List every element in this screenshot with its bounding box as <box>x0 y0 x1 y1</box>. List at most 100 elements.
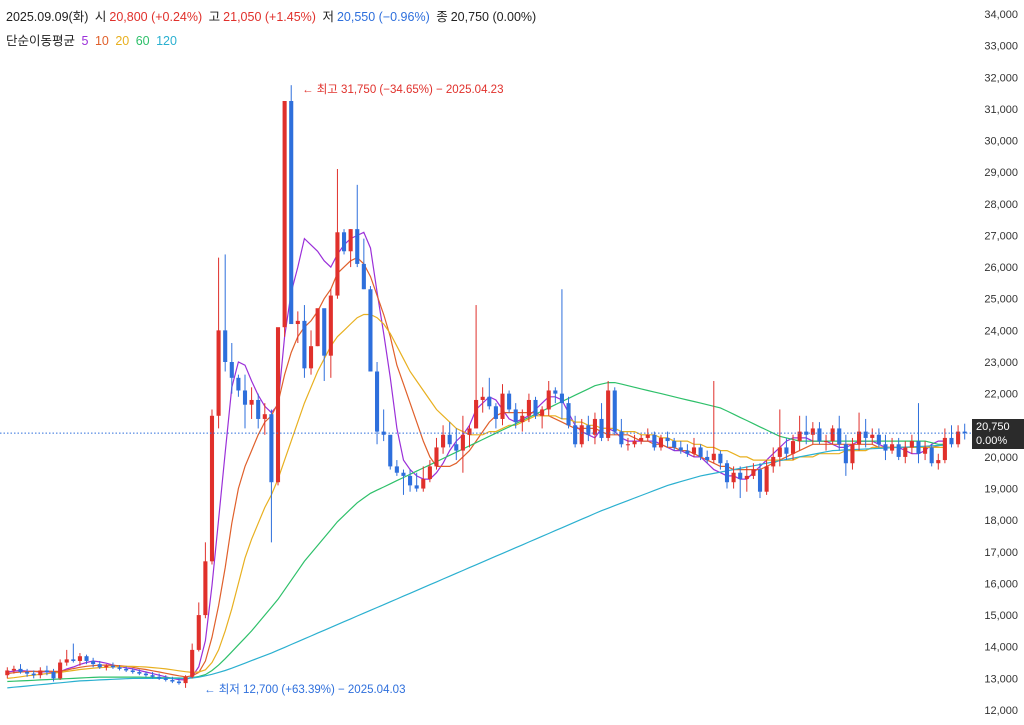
candle-body <box>441 434 446 448</box>
candle-body <box>91 660 96 665</box>
candle-body <box>678 447 683 451</box>
low-label: 저 <box>322 10 334 24</box>
open-value: 20,800 (+0.24%) <box>109 10 203 24</box>
candle <box>302 305 307 378</box>
candle <box>711 380 716 464</box>
high-annotation: ← 최고 31,750 (−34.65%) − 2025.04.23 <box>302 84 504 96</box>
candle <box>876 428 881 448</box>
candle-body <box>361 263 366 290</box>
close-label: 종 <box>436 10 448 24</box>
candle-body <box>183 676 188 684</box>
candle-body <box>777 447 782 457</box>
candle-body <box>810 428 815 435</box>
candle-body <box>110 665 115 668</box>
candle <box>170 676 175 684</box>
candle-body <box>447 434 452 445</box>
candle-body <box>487 396 492 407</box>
candle-body <box>744 475 749 480</box>
candle-body <box>71 659 76 661</box>
candle <box>691 437 697 457</box>
candle-body <box>434 447 439 467</box>
candle <box>157 673 162 680</box>
candle <box>857 412 862 451</box>
candle <box>361 238 366 290</box>
candle <box>427 460 432 483</box>
candle-body <box>658 437 664 448</box>
ma-legend-20: 20 <box>115 34 130 48</box>
candle-body <box>757 469 763 492</box>
candle <box>124 666 129 673</box>
candle-body <box>223 330 228 362</box>
candle-body <box>546 390 551 410</box>
low-value: 20,550 (−0.96%) <box>336 10 430 24</box>
candle <box>625 437 631 451</box>
candle-body <box>520 415 525 423</box>
ma-legend[interactable]: 단순이동평균 5 10 20 60 120 <box>6 30 180 49</box>
current-price-tag: 20,750 0.00% <box>972 419 1024 450</box>
candle <box>909 434 914 454</box>
candle <box>38 667 43 679</box>
y-axis: 12,000 13,000 14,000 15,000 16,000 17,000 18,0… <box>984 9 1018 717</box>
candle-body <box>335 232 340 296</box>
candle-body <box>493 406 498 419</box>
candle <box>896 437 901 461</box>
candle-body <box>196 615 201 650</box>
candle <box>447 422 452 448</box>
candle-body <box>909 441 914 448</box>
candle <box>474 305 479 429</box>
candle <box>639 434 644 445</box>
candle <box>678 441 683 454</box>
y-tick-label: 33,000 <box>984 41 1018 53</box>
y-tick-label: 12,000 <box>984 705 1018 717</box>
candle <box>520 409 525 432</box>
candle-body <box>375 371 380 432</box>
candle <box>18 664 23 674</box>
candle-body <box>691 447 697 454</box>
candle-body <box>249 399 254 405</box>
candle-body <box>553 390 558 394</box>
candle <box>533 396 538 419</box>
candle-body <box>77 656 82 661</box>
y-tick-label: 30,000 <box>984 136 1018 148</box>
candle-body <box>705 456 710 461</box>
candle-body <box>408 475 413 486</box>
candle <box>11 665 16 674</box>
candle-body <box>124 668 129 671</box>
low-annotation: ← 최저 12,700 (+63.39%) − 2025.04.03 <box>204 684 406 696</box>
candle <box>744 466 749 492</box>
header-date: 2025.09.09(화) <box>6 10 89 24</box>
y-tick-label: 14,000 <box>984 642 1018 654</box>
candle <box>837 415 842 451</box>
y-tick-label: 25,000 <box>984 294 1018 306</box>
candle <box>71 643 76 663</box>
candle <box>480 387 485 413</box>
candle-body <box>890 444 895 451</box>
candle <box>64 649 69 666</box>
candle <box>44 665 49 676</box>
candle-body <box>11 668 16 671</box>
candle <box>903 441 908 464</box>
candle <box>348 229 353 268</box>
candle-body <box>797 431 802 442</box>
candle <box>454 428 459 461</box>
candle-body <box>830 428 835 442</box>
y-tick-label: 23,000 <box>984 357 1018 369</box>
candle <box>275 327 281 486</box>
y-tick-label: 17,000 <box>984 547 1018 559</box>
candle <box>256 393 261 429</box>
candle <box>606 380 611 442</box>
candle-body <box>592 418 597 435</box>
candle <box>956 425 961 448</box>
candle-body <box>242 390 248 405</box>
current-price-change: 0.00% <box>976 435 1008 448</box>
candle-body <box>302 320 307 369</box>
candle-body <box>460 434 465 451</box>
candle <box>890 437 895 454</box>
candle-body <box>163 678 168 680</box>
candle <box>414 472 419 492</box>
candle-body <box>104 665 109 668</box>
candle <box>388 434 393 470</box>
candle-body <box>5 670 10 676</box>
candle <box>500 384 505 426</box>
